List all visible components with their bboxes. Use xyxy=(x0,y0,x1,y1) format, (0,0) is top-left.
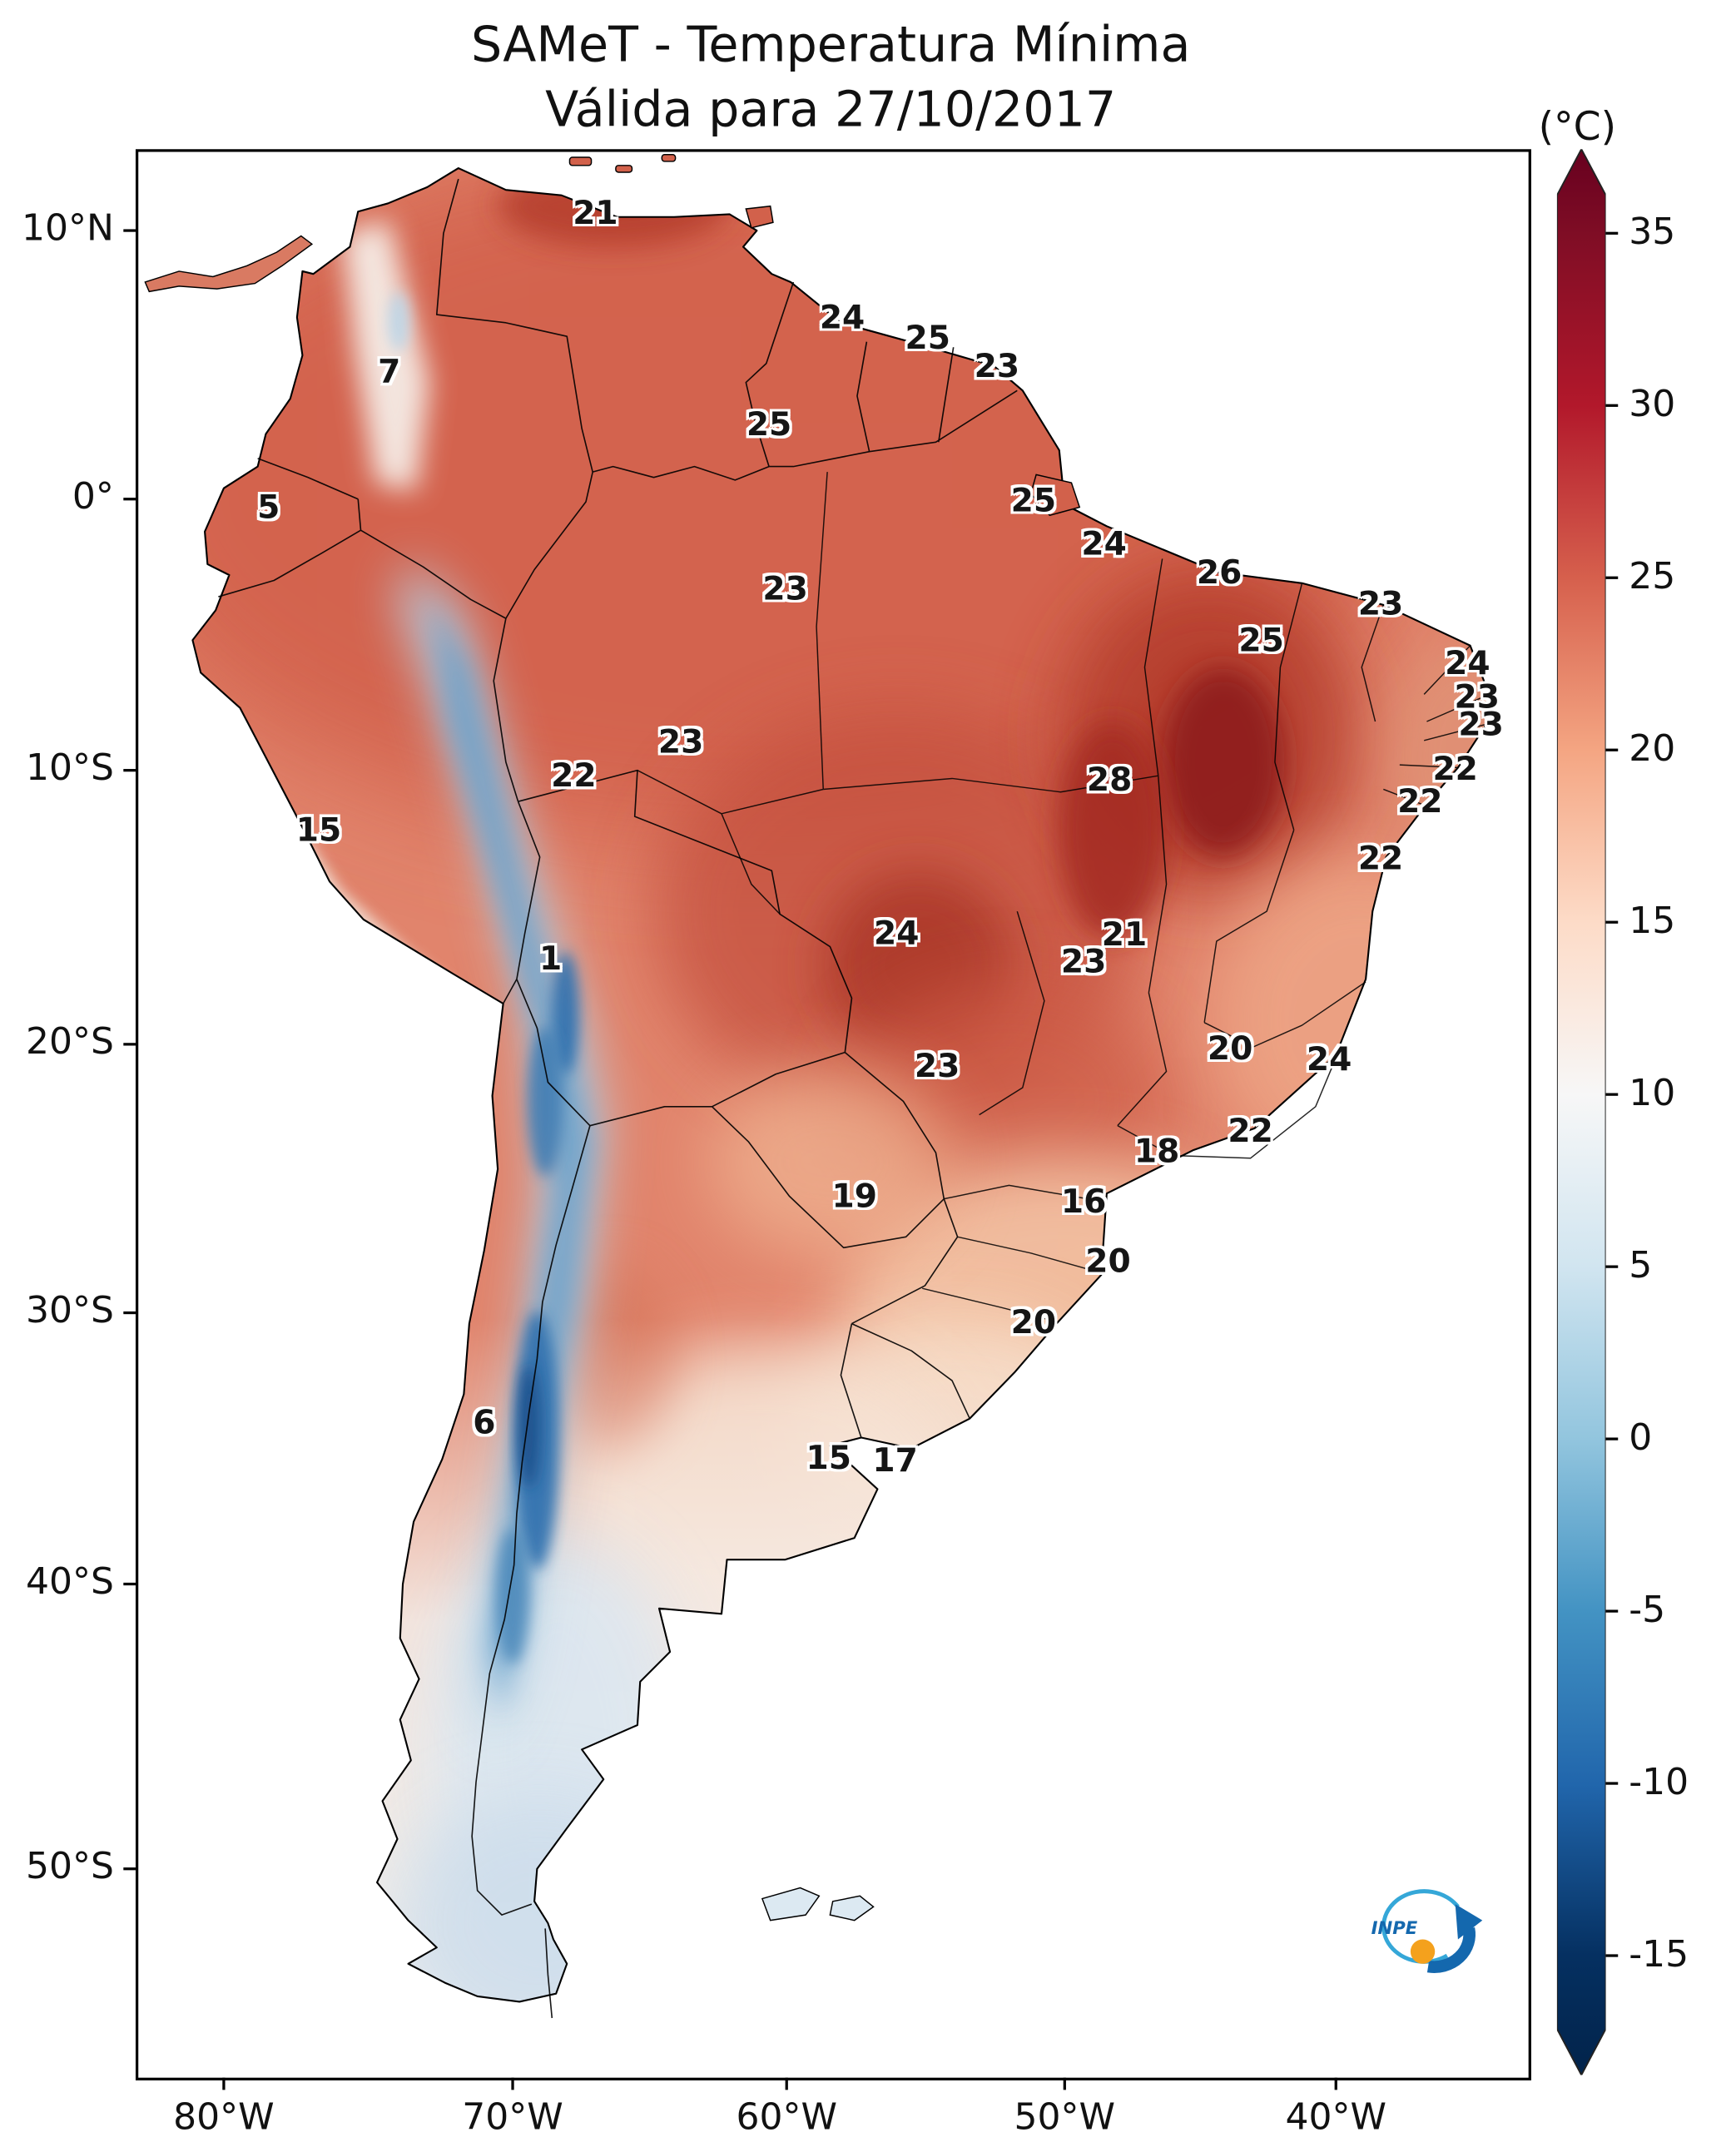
colorbar-tick-label: -5 xyxy=(1629,1589,1666,1632)
colorbar-tick-mark xyxy=(1605,920,1619,924)
trinidad-island xyxy=(745,205,774,229)
colorbar-tick-mark xyxy=(1605,1265,1619,1268)
y-axis-tick-label: 20°S xyxy=(25,1021,114,1064)
y-axis-tick-mark xyxy=(123,1043,136,1046)
colorbar-tick-mark xyxy=(1605,576,1619,579)
y-axis-tick-mark xyxy=(123,1311,136,1315)
logo-arrow-icon xyxy=(1426,1927,1476,1973)
south-atlantic-island xyxy=(761,1887,821,1921)
temperature-field xyxy=(192,168,1490,2002)
colorbar-tick-label: 10 xyxy=(1629,1072,1676,1115)
colorbar xyxy=(1555,147,1607,2077)
y-axis-tick-mark xyxy=(123,1867,136,1871)
colorbar-tick-mark xyxy=(1605,231,1619,235)
x-axis-tick-mark xyxy=(785,2077,788,2090)
colorbar-tick-label: 15 xyxy=(1629,900,1676,943)
inpe-logo: INPE xyxy=(1352,1877,1488,1986)
colorbar-tick-mark xyxy=(1605,404,1619,407)
colorbar-tick-label: 0 xyxy=(1629,1416,1653,1460)
y-axis-tick-mark xyxy=(123,498,136,501)
islands-and-isthmus xyxy=(144,154,1081,1921)
marajo-island xyxy=(1029,474,1081,517)
colorbar-tick-label: 30 xyxy=(1629,384,1676,426)
state-borders xyxy=(637,472,1490,1322)
colorbar-tick-mark xyxy=(1605,1093,1619,1096)
logo-text: INPE xyxy=(1371,1917,1418,1938)
south-america-map xyxy=(144,154,1490,2019)
plot-frame: 21 24 25 23 7 25 5 25 24 26 23 25 24 23 23 23 23 22 28 22 22… xyxy=(135,149,1531,2080)
x-axis-tick-label: 40°W xyxy=(1285,2096,1387,2140)
y-axis-tick-mark xyxy=(123,769,136,772)
title-line-2: Válida para 27/10/2017 xyxy=(545,82,1117,138)
caribbean-island xyxy=(568,156,593,166)
y-axis-tick-label: 10°S xyxy=(25,746,114,790)
colorbar-tick-mark xyxy=(1605,1954,1619,1957)
colorbar-tick-label: 35 xyxy=(1629,211,1676,254)
y-axis-tick-label: 0° xyxy=(72,475,114,518)
colorbar-tick-mark xyxy=(1605,1782,1619,1785)
y-axis-tick-label: 50°S xyxy=(25,1845,114,1888)
y-axis-tick-label: 10°N xyxy=(21,207,114,250)
x-axis-tick-label: 60°W xyxy=(736,2096,837,2140)
colorbar-tick-mark xyxy=(1605,1609,1619,1613)
logo-planet-icon xyxy=(1410,1939,1436,1964)
colorbar-tick-mark xyxy=(1605,748,1619,751)
colorbar-tick-label: 20 xyxy=(1629,727,1676,771)
x-axis-tick-label: 50°W xyxy=(1014,2096,1116,2140)
colorbar-gradient-bar xyxy=(1555,147,1607,2077)
x-axis-tick-label: 70°W xyxy=(462,2096,563,2140)
colorbar-tick-label: 5 xyxy=(1629,1244,1653,1287)
colorbar-unit-label: (°C) xyxy=(1538,102,1617,150)
caribbean-island xyxy=(615,165,633,173)
y-axis-tick-mark xyxy=(123,229,136,232)
y-axis-tick-mark xyxy=(123,1582,136,1586)
country-borders xyxy=(218,178,1018,2019)
title-line-1: SAMeT - Temperatura Mínima xyxy=(470,17,1191,74)
south-atlantic-island xyxy=(829,1895,875,1921)
x-axis-tick-mark xyxy=(511,2077,514,2090)
colorbar-tick-label: -15 xyxy=(1629,1933,1689,1976)
logo-arrowhead-icon xyxy=(1455,1904,1483,1940)
caribbean-island xyxy=(661,154,677,162)
colorbar-tick-mark xyxy=(1605,1437,1619,1440)
x-axis-tick-label: 80°W xyxy=(173,2096,275,2140)
figure-title: SAMeT - Temperatura Mínima Válida para 2… xyxy=(136,13,1525,142)
colorbar-tick-label: -10 xyxy=(1629,1761,1689,1804)
south-america-coastline xyxy=(191,167,1490,2003)
panama-isthmus xyxy=(144,235,314,293)
y-axis-tick-label: 40°S xyxy=(25,1560,114,1604)
y-axis-tick-label: 30°S xyxy=(25,1289,114,1332)
x-axis-tick-mark xyxy=(1063,2077,1066,2090)
x-axis-tick-mark xyxy=(222,2077,226,2090)
x-axis-tick-mark xyxy=(1334,2077,1337,2090)
colorbar-tick-label: 25 xyxy=(1629,555,1676,598)
